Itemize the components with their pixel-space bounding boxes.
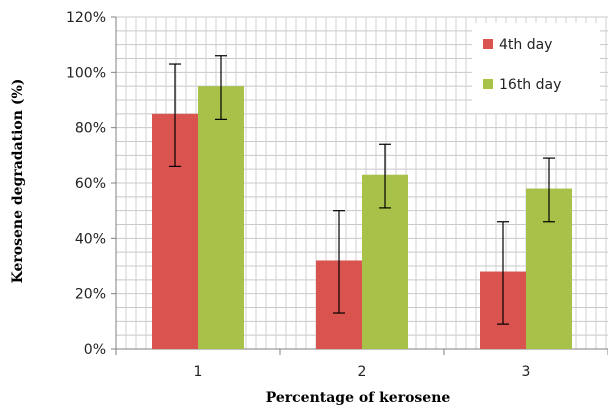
legend: 4th day 16th day xyxy=(472,23,600,113)
y-tick-label: 60% xyxy=(75,176,106,192)
y-tick-label: 40% xyxy=(75,231,106,247)
y-tick-label: 120% xyxy=(66,10,106,26)
error-bars xyxy=(169,55,555,325)
legend-swatch-16th-day xyxy=(483,79,493,89)
y-tick-label: 20% xyxy=(75,287,106,303)
y-tick-label: 80% xyxy=(75,121,106,137)
bars xyxy=(152,86,572,350)
x-tick-label: 3 xyxy=(522,364,531,380)
bar-16th-day-1 xyxy=(198,86,244,350)
legend-label-16th-day: 16th day xyxy=(499,77,561,93)
x-axis-title: Percentage of kerosene xyxy=(266,390,451,406)
y-tick-label: 0% xyxy=(84,342,106,358)
y-axis-title: Kerosene degradation (%) xyxy=(10,79,26,284)
y-tick-label: 100% xyxy=(66,65,106,81)
x-tick-label: 1 xyxy=(194,364,203,380)
x-tick-label: 2 xyxy=(358,364,367,380)
legend-swatch-4th-day xyxy=(483,39,493,49)
tick-labels: 0% 20% 40% 60% 80% 100% 120% 1 2 3 xyxy=(66,10,530,380)
legend-label-4th-day: 4th day xyxy=(499,37,552,53)
